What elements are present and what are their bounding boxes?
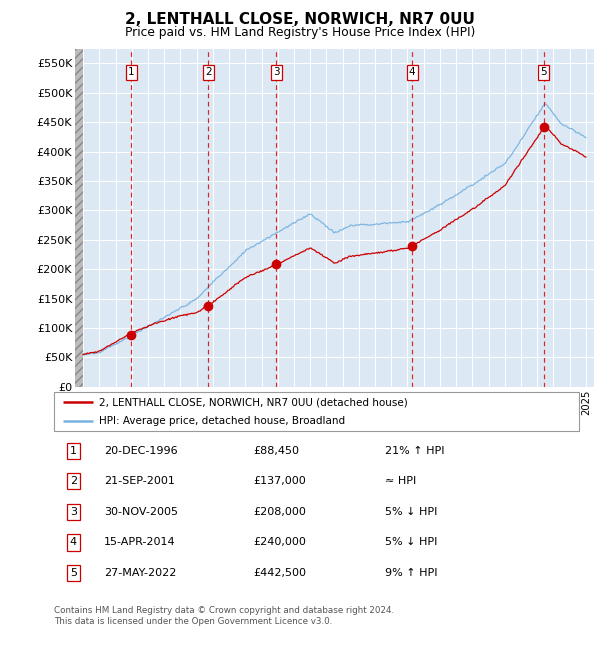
- Text: 21-SEP-2001: 21-SEP-2001: [104, 476, 175, 486]
- Bar: [75, 49, 83, 387]
- Text: 2: 2: [70, 476, 77, 486]
- Text: Contains HM Land Registry data © Crown copyright and database right 2024.: Contains HM Land Registry data © Crown c…: [54, 606, 394, 615]
- Text: 21% ↑ HPI: 21% ↑ HPI: [385, 446, 444, 456]
- Text: 30-NOV-2005: 30-NOV-2005: [104, 507, 178, 517]
- Text: This data is licensed under the Open Government Licence v3.0.: This data is licensed under the Open Gov…: [54, 618, 332, 627]
- Text: 20-DEC-1996: 20-DEC-1996: [104, 446, 178, 456]
- Text: 4: 4: [70, 538, 77, 547]
- Text: Price paid vs. HM Land Registry's House Price Index (HPI): Price paid vs. HM Land Registry's House …: [125, 26, 475, 39]
- Text: 3: 3: [70, 507, 77, 517]
- Text: 15-APR-2014: 15-APR-2014: [104, 538, 176, 547]
- Text: 5: 5: [541, 67, 547, 77]
- Text: 5: 5: [70, 568, 77, 578]
- Text: ≈ HPI: ≈ HPI: [385, 476, 416, 486]
- Text: 3: 3: [273, 67, 280, 77]
- Text: 9% ↑ HPI: 9% ↑ HPI: [385, 568, 437, 578]
- Text: £442,500: £442,500: [254, 568, 307, 578]
- Text: 5% ↓ HPI: 5% ↓ HPI: [385, 507, 437, 517]
- FancyBboxPatch shape: [54, 392, 579, 431]
- Text: 2, LENTHALL CLOSE, NORWICH, NR7 0UU (detached house): 2, LENTHALL CLOSE, NORWICH, NR7 0UU (det…: [98, 398, 407, 408]
- Text: £137,000: £137,000: [254, 476, 306, 486]
- Text: 1: 1: [70, 446, 77, 456]
- Text: 1: 1: [128, 67, 134, 77]
- Text: 2: 2: [205, 67, 212, 77]
- Text: 2, LENTHALL CLOSE, NORWICH, NR7 0UU: 2, LENTHALL CLOSE, NORWICH, NR7 0UU: [125, 12, 475, 27]
- Text: HPI: Average price, detached house, Broadland: HPI: Average price, detached house, Broa…: [98, 416, 345, 426]
- Text: £88,450: £88,450: [254, 446, 299, 456]
- Text: 4: 4: [409, 67, 416, 77]
- Text: 27-MAY-2022: 27-MAY-2022: [104, 568, 176, 578]
- Text: £208,000: £208,000: [254, 507, 307, 517]
- Text: £240,000: £240,000: [254, 538, 307, 547]
- Text: 5% ↓ HPI: 5% ↓ HPI: [385, 538, 437, 547]
- Bar: [75, 49, 83, 387]
